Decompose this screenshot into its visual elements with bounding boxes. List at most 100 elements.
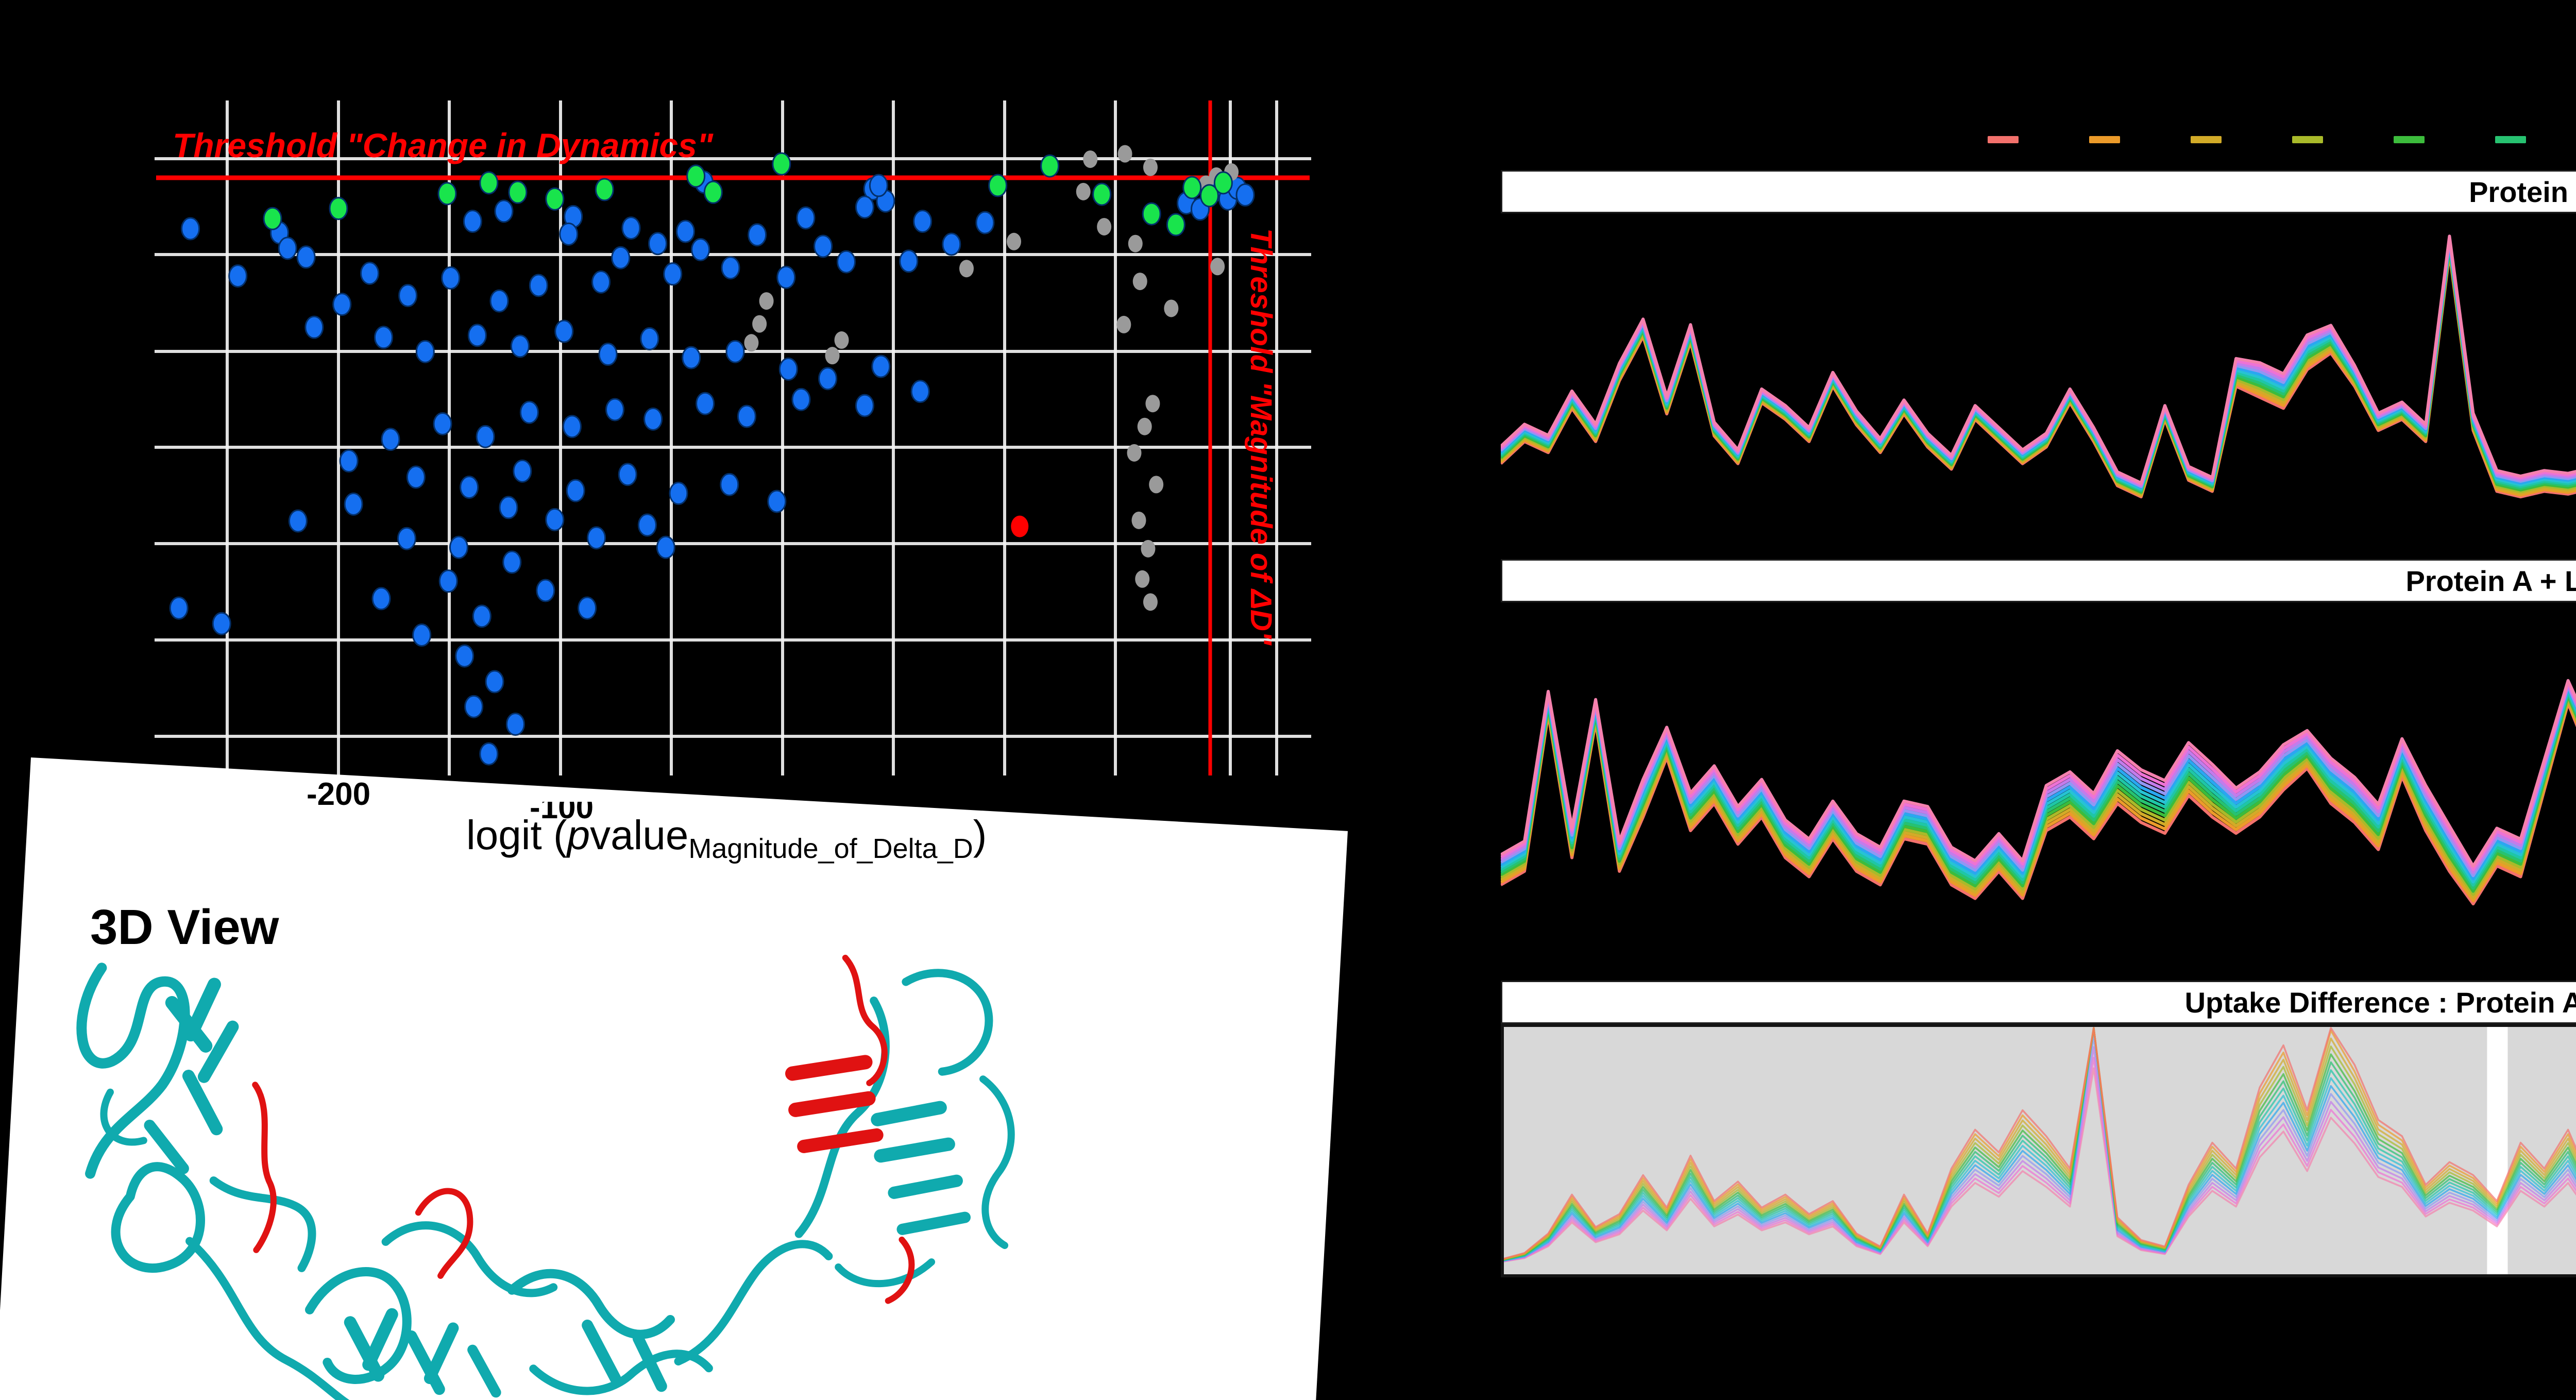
volcano-point-green[interactable] bbox=[263, 207, 282, 230]
volcano-point-green[interactable] bbox=[1182, 176, 1202, 199]
volcano-point-blue[interactable] bbox=[381, 428, 400, 451]
volcano-point-blue[interactable] bbox=[344, 492, 363, 516]
legend-swatch-3[interactable] bbox=[2191, 136, 2222, 143]
volcano-point-blue[interactable] bbox=[682, 346, 701, 369]
volcano-point-blue[interactable] bbox=[360, 261, 380, 285]
volcano-point-blue[interactable] bbox=[691, 238, 710, 262]
volcano-point-blue[interactable] bbox=[643, 407, 663, 431]
volcano-point-gray[interactable] bbox=[744, 334, 759, 352]
volcano-point-blue[interactable] bbox=[640, 327, 659, 350]
volcano-point-green[interactable] bbox=[1092, 182, 1112, 206]
volcano-point-blue[interactable] bbox=[441, 266, 461, 290]
volcano-point-blue[interactable] bbox=[696, 392, 715, 415]
volcano-point-gray[interactable] bbox=[1116, 315, 1131, 333]
volcano-point-gray[interactable] bbox=[1149, 476, 1164, 494]
volcano-point-blue[interactable] bbox=[611, 246, 631, 269]
volcano-point-blue[interactable] bbox=[562, 415, 582, 438]
volcano-point-blue[interactable] bbox=[412, 623, 432, 647]
volcano-point-blue[interactable] bbox=[776, 265, 796, 289]
volcano-point-blue[interactable] bbox=[463, 209, 482, 233]
volcano-point-blue[interactable] bbox=[464, 695, 484, 718]
volcano-point-gray[interactable] bbox=[1083, 150, 1098, 168]
volcano-point-blue[interactable] bbox=[566, 479, 585, 502]
volcano-point-gray[interactable] bbox=[1097, 217, 1112, 235]
volcano-point-blue[interactable] bbox=[545, 508, 565, 532]
volcano-point-gray[interactable] bbox=[1143, 593, 1158, 611]
volcano-point-blue[interactable] bbox=[656, 535, 675, 559]
volcano-point-blue[interactable] bbox=[228, 264, 248, 288]
view3d-panel[interactable] bbox=[0, 757, 1348, 1400]
volcano-point-blue[interactable] bbox=[406, 465, 426, 489]
volcano-point-blue[interactable] bbox=[910, 380, 930, 403]
volcano-point-blue[interactable] bbox=[721, 256, 740, 280]
volcano-point-blue[interactable] bbox=[818, 367, 838, 391]
volcano-point-gray[interactable] bbox=[1141, 539, 1156, 558]
volcano-point-gray[interactable] bbox=[752, 315, 767, 333]
volcano-point-blue[interactable] bbox=[371, 587, 391, 611]
volcano-point-gray[interactable] bbox=[1135, 570, 1150, 588]
volcano-point-blue[interactable] bbox=[467, 324, 487, 347]
volcano-point-blue[interactable] bbox=[587, 526, 606, 550]
volcano-point-blue[interactable] bbox=[476, 425, 495, 448]
volcano-point-blue[interactable] bbox=[397, 527, 416, 550]
volcano-point-blue[interactable] bbox=[855, 394, 874, 417]
volcano-point-blue[interactable] bbox=[591, 270, 611, 294]
volcano-point-blue[interactable] bbox=[942, 232, 961, 256]
volcano-point-blue[interactable] bbox=[519, 400, 539, 424]
volcano-point-green[interactable] bbox=[686, 164, 706, 188]
volcano-point-blue[interactable] bbox=[559, 222, 579, 246]
volcano-point-gray[interactable] bbox=[1131, 511, 1146, 529]
volcano-point-blue[interactable] bbox=[855, 195, 874, 219]
volcano-point-blue[interactable] bbox=[278, 237, 297, 260]
volcano-point-blue[interactable] bbox=[288, 509, 308, 533]
volcano-point-gray[interactable] bbox=[1143, 158, 1158, 176]
volcano-point-blue[interactable] bbox=[837, 250, 856, 274]
volcano-point-blue[interactable] bbox=[605, 398, 625, 421]
volcano-point-red[interactable] bbox=[1011, 515, 1029, 537]
volcano-point-blue[interactable] bbox=[499, 496, 518, 519]
volcano-point-gray[interactable] bbox=[1145, 395, 1160, 413]
volcano-point-blue[interactable] bbox=[725, 340, 745, 363]
volcano-point-green[interactable] bbox=[1199, 184, 1219, 208]
legend-swatch-2[interactable] bbox=[2089, 136, 2120, 143]
volcano-point-gray[interactable] bbox=[825, 347, 840, 365]
volcano-point-blue[interactable] bbox=[304, 315, 324, 339]
volcano-point-blue[interactable] bbox=[433, 412, 452, 435]
volcano-point-green[interactable] bbox=[479, 171, 499, 195]
volcano-point-blue[interactable] bbox=[621, 216, 641, 240]
volcano-point-green[interactable] bbox=[437, 182, 457, 206]
volcano-plot[interactable]: Threshold "Change in Dynamics" Threshold… bbox=[155, 100, 1311, 775]
legend-swatch-1[interactable] bbox=[1988, 136, 2019, 143]
volcano-point-blue[interactable] bbox=[505, 712, 525, 736]
volcano-point-blue[interactable] bbox=[513, 459, 532, 483]
volcano-point-blue[interactable] bbox=[529, 274, 548, 297]
volcano-point-blue[interactable] bbox=[748, 223, 767, 247]
volcano-point-blue[interactable] bbox=[510, 334, 530, 358]
volcano-point-gray[interactable] bbox=[1127, 444, 1142, 462]
volcano-point-blue[interactable] bbox=[181, 217, 200, 241]
volcano-point-gray[interactable] bbox=[834, 331, 849, 349]
volcano-point-gray[interactable] bbox=[759, 292, 774, 310]
volcano-point-blue[interactable] bbox=[720, 473, 739, 496]
volcano-point-blue[interactable] bbox=[339, 449, 359, 473]
volcano-point-blue[interactable] bbox=[737, 404, 756, 428]
volcano-point-blue[interactable] bbox=[374, 326, 394, 349]
volcano-point-blue[interactable] bbox=[332, 293, 352, 316]
volcano-point-gray[interactable] bbox=[1132, 273, 1147, 291]
volcano-point-blue[interactable] bbox=[791, 387, 811, 411]
volcano-point-blue[interactable] bbox=[578, 596, 597, 620]
volcano-point-gray[interactable] bbox=[1117, 145, 1132, 163]
volcano-point-green[interactable] bbox=[329, 197, 348, 221]
volcano-point-gray[interactable] bbox=[959, 260, 974, 278]
legend-swatch-4[interactable] bbox=[2292, 136, 2323, 143]
volcano-point-green[interactable] bbox=[1166, 213, 1185, 237]
volcano-point-blue[interactable] bbox=[460, 476, 479, 499]
volcano-point-green[interactable] bbox=[1142, 202, 1161, 226]
volcano-point-blue[interactable] bbox=[871, 355, 891, 378]
volcano-point-green[interactable] bbox=[703, 180, 723, 204]
volcano-point-gray[interactable] bbox=[1164, 299, 1179, 317]
volcano-point-blue[interactable] bbox=[899, 249, 919, 273]
volcano-point-blue[interactable] bbox=[663, 262, 683, 286]
volcano-point-blue[interactable] bbox=[169, 596, 189, 620]
volcano-point-blue[interactable] bbox=[438, 569, 458, 593]
